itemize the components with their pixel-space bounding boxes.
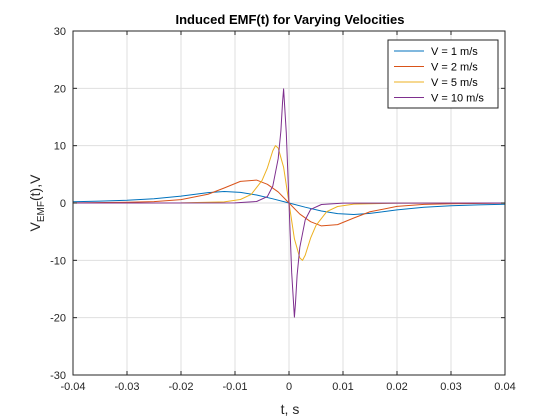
x-tick-label: -0.03	[114, 381, 139, 393]
y-axis-label-sub: EMF	[36, 201, 47, 222]
x-tick-label: 0.04	[494, 381, 515, 393]
x-axis-label: t, s	[281, 401, 300, 417]
legend-label-4: V = 10 m/s	[431, 93, 484, 105]
y-tick-label: -20	[50, 313, 66, 325]
x-tick-label: 0.01	[332, 381, 353, 393]
y-tick-label: 30	[54, 26, 66, 38]
x-tick-label: 0.02	[386, 381, 407, 393]
legend-label-2: V = 2 m/s	[431, 62, 478, 74]
y-tick-label: 10	[54, 141, 66, 153]
y-tick-label: 20	[54, 83, 66, 95]
y-axis-label-tail: (t),V	[27, 174, 43, 201]
x-tick-label: 0	[286, 381, 292, 393]
series-line-4	[72, 88, 506, 318]
x-tick-label: -0.04	[60, 381, 85, 393]
chart-title: Induced EMF(t) for Varying Velocities	[176, 12, 405, 27]
legend-label-3: V = 5 m/s	[431, 77, 478, 89]
x-tick-label: -0.02	[168, 381, 193, 393]
y-axis-label: VEMF(t),V	[27, 174, 47, 232]
y-axis-label-main: V	[27, 221, 43, 231]
legend-label-1: V = 1 m/s	[431, 46, 478, 58]
x-tick-label: 0.03	[440, 381, 461, 393]
y-tick-label: -30	[50, 370, 66, 382]
y-tick-label: 0	[60, 198, 66, 210]
plot-area: -0.04 -0.03 -0.02 -0.01 0 0.01 0.02 0.03 0.04 -30…	[50, 26, 516, 393]
y-tick-label: -10	[50, 255, 66, 267]
x-tick-label: -0.01	[222, 381, 247, 393]
